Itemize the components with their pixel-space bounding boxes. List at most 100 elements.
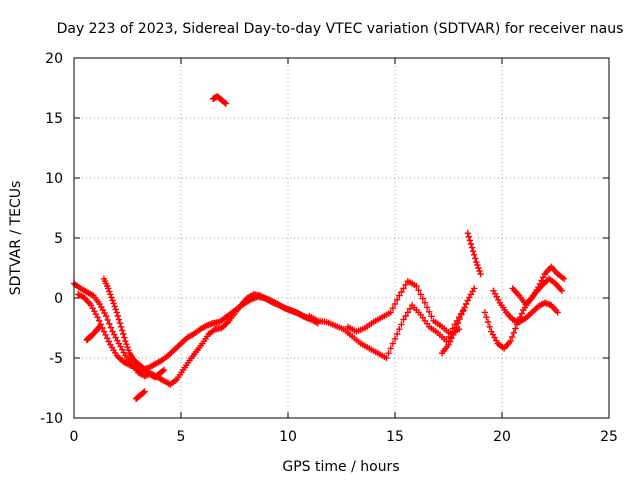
data-point xyxy=(554,309,561,316)
y-axis-label: SDTVAR / TECUs xyxy=(8,181,24,296)
axis-ticks: 0 5 10 15 20 25 20 15 10 5 0 -5 -10 xyxy=(40,51,618,445)
data-point xyxy=(107,291,114,298)
data-point xyxy=(222,100,230,107)
data-point xyxy=(538,277,545,284)
data-point xyxy=(477,270,484,278)
series-track-k xyxy=(209,93,230,107)
data-point xyxy=(383,354,390,362)
data-point xyxy=(465,233,473,240)
data-point xyxy=(96,323,103,330)
data-point xyxy=(115,316,123,323)
data-point xyxy=(454,320,462,327)
series-track-c xyxy=(100,275,168,381)
data-point xyxy=(122,338,129,345)
data-point xyxy=(445,341,452,348)
data-point xyxy=(387,345,394,352)
data-point xyxy=(419,295,427,302)
data-point xyxy=(393,296,401,303)
data-point xyxy=(125,347,132,354)
series-track-g xyxy=(464,230,484,278)
data-point xyxy=(102,331,109,339)
series-track-e xyxy=(344,278,463,338)
data-point xyxy=(481,309,489,316)
data-point xyxy=(462,300,470,308)
y-tick-label: 10 xyxy=(45,171,63,187)
grid xyxy=(74,58,609,418)
data-point xyxy=(118,327,126,334)
data-point xyxy=(385,350,392,357)
data-point xyxy=(470,251,478,258)
data-point xyxy=(472,255,479,262)
data-point xyxy=(396,292,403,299)
data-point xyxy=(558,287,566,294)
data-point xyxy=(107,324,115,331)
data-point xyxy=(461,304,468,311)
data-point xyxy=(483,314,490,321)
data-point xyxy=(94,314,101,321)
data-point xyxy=(468,244,476,251)
x-tick-label: 0 xyxy=(70,429,79,445)
x-tick-label: 10 xyxy=(279,429,297,445)
data-point xyxy=(105,285,112,292)
data-point xyxy=(106,288,113,295)
data-point xyxy=(141,388,148,395)
data-point xyxy=(112,306,119,313)
data-point xyxy=(121,334,128,341)
data-point xyxy=(406,305,414,312)
data-point xyxy=(475,264,482,272)
data-point xyxy=(100,328,108,335)
data-point xyxy=(536,280,544,288)
x-tick-label: 5 xyxy=(177,429,186,445)
data-point xyxy=(116,320,124,327)
data-point xyxy=(124,344,131,351)
series-track-f xyxy=(438,285,478,357)
data-point xyxy=(423,304,431,311)
data-point xyxy=(402,312,409,320)
data-point xyxy=(453,324,460,331)
data-point xyxy=(387,309,394,316)
data-point xyxy=(417,291,424,298)
data-point xyxy=(95,317,103,324)
y-tick-label: 15 xyxy=(45,111,63,127)
data-point xyxy=(456,315,463,323)
data-point xyxy=(413,282,420,290)
x-tick-label: 20 xyxy=(493,429,511,445)
data-point xyxy=(476,267,483,275)
data-point xyxy=(535,284,542,291)
data-point xyxy=(140,389,147,396)
data-point xyxy=(105,338,112,345)
data-point xyxy=(400,285,407,292)
data-point xyxy=(512,325,519,332)
x-tick-label: 15 xyxy=(386,429,404,445)
data-point xyxy=(428,313,435,320)
y-tick-label: -5 xyxy=(49,351,63,367)
data-point xyxy=(508,333,516,341)
data-point xyxy=(539,274,547,281)
data-point xyxy=(464,230,471,237)
data-point xyxy=(391,335,399,342)
data-point xyxy=(510,329,517,336)
data-point xyxy=(110,300,117,307)
data-points xyxy=(70,93,568,402)
series-track-i xyxy=(490,287,561,326)
data-point xyxy=(426,308,433,315)
data-point xyxy=(421,299,429,306)
data-point xyxy=(103,335,111,342)
data-point xyxy=(467,240,475,248)
data-point xyxy=(458,311,465,318)
data-point xyxy=(470,285,478,292)
x-axis-label: GPS time / hours xyxy=(282,459,399,475)
data-point xyxy=(221,99,229,106)
data-point xyxy=(402,281,409,288)
data-point xyxy=(389,340,397,347)
series-track-l xyxy=(132,388,148,402)
data-point xyxy=(404,309,412,316)
data-point xyxy=(108,294,115,301)
data-point xyxy=(106,320,113,327)
data-point xyxy=(484,318,492,326)
data-point xyxy=(466,237,474,244)
data-point xyxy=(518,310,525,317)
data-point xyxy=(446,338,454,345)
data-point xyxy=(113,309,120,316)
data-point xyxy=(469,248,477,255)
